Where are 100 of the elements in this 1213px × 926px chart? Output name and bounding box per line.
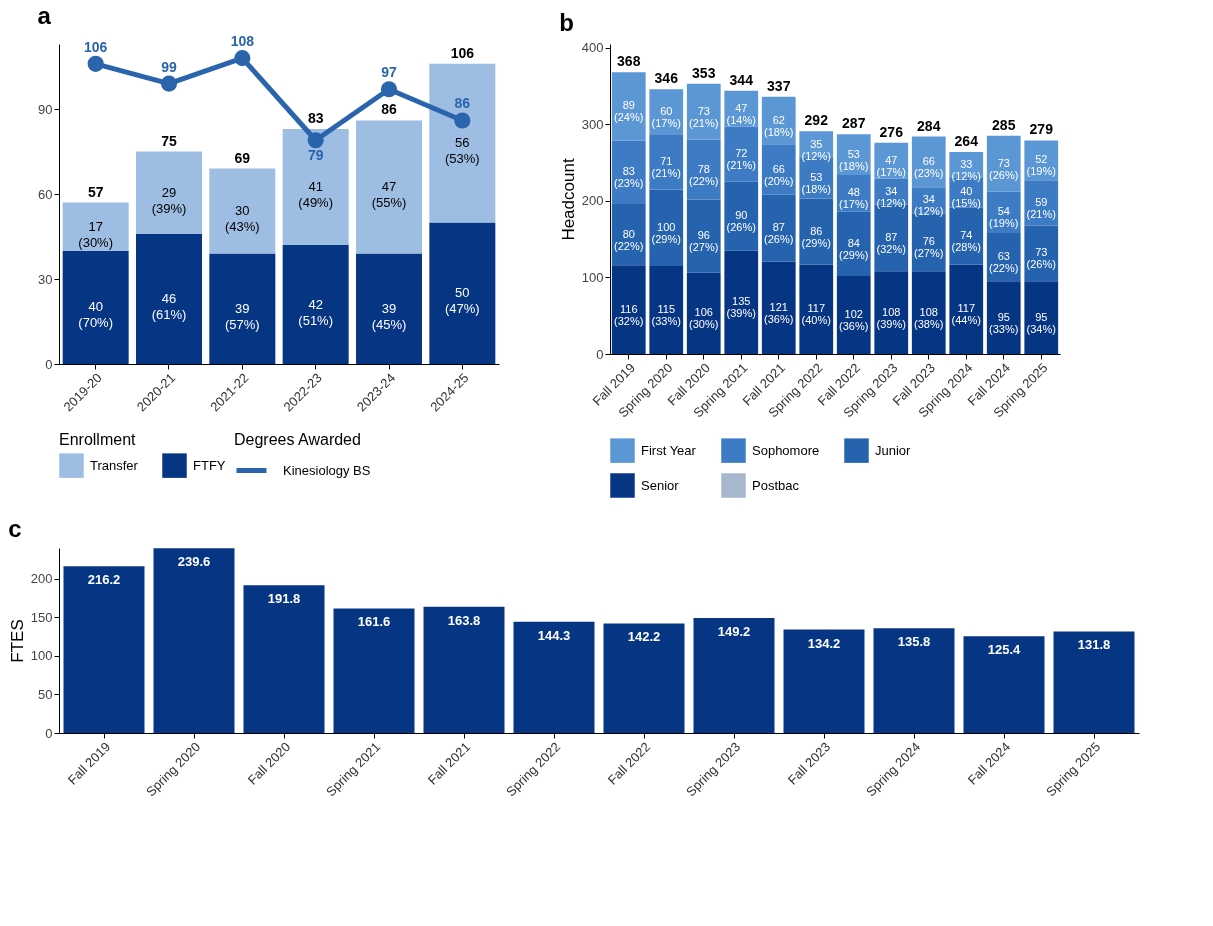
y-tick-label: 0 (596, 346, 604, 362)
data-label: 89 (24%) (614, 99, 644, 124)
bar (611, 265, 646, 354)
data-label: 96 (27%) (689, 229, 719, 254)
chart-title: a (37, 2, 52, 30)
bar (836, 275, 871, 354)
point (454, 112, 471, 129)
chart-title: c (8, 515, 22, 542)
data-label: 34 (12%) (876, 184, 906, 209)
data-label: 106 (83, 38, 108, 55)
data-label: 73 (26%) (989, 156, 1019, 181)
legend-label: First Year (641, 442, 697, 458)
data-label: 80 (22%) (614, 227, 644, 252)
bar (356, 253, 422, 364)
bar (963, 636, 1045, 733)
total-label: 292 (804, 112, 829, 129)
bar (693, 617, 775, 733)
total-label: 337 (767, 77, 791, 94)
data-label: 135 (39%) (726, 295, 756, 320)
bar (724, 250, 759, 354)
data-label: 72 (21%) (726, 147, 756, 172)
data-label: 135.8 (897, 634, 931, 650)
data-label: 87 (26%) (764, 221, 794, 246)
bar (986, 281, 1021, 354)
bar (799, 264, 834, 354)
bar (209, 168, 276, 254)
data-label: 47 (55%) (371, 179, 407, 211)
bar (429, 63, 496, 223)
bar (873, 628, 955, 733)
data-label: 35 (12%) (801, 137, 831, 162)
data-label: 33 (12%) (951, 157, 981, 182)
bar (513, 621, 595, 733)
data-label: 87 (32%) (876, 231, 906, 256)
bar (1053, 631, 1135, 733)
data-label: 29 (39%) (151, 184, 187, 216)
data-label: 142.2 (627, 629, 661, 645)
text: Enrollment (59, 431, 136, 448)
y-tick-label: 50 (38, 686, 53, 702)
data-label: 40 (70%) (78, 299, 114, 331)
point (234, 50, 251, 67)
data-label: 117 (40%) (801, 302, 831, 327)
point (380, 81, 398, 98)
bar (209, 253, 276, 364)
total-label: 284 (917, 117, 941, 134)
y-tick-label: 90 (38, 101, 53, 117)
data-label: 83 (23%) (614, 165, 644, 190)
data-label: 66 (20%) (764, 162, 794, 187)
text: Degrees Awarded (234, 431, 361, 448)
data-label: 17 (30%) (78, 218, 114, 250)
bar (282, 128, 349, 246)
bar (761, 194, 796, 262)
bar (62, 202, 129, 251)
data-label: 125.4 (987, 642, 1022, 658)
data-label: 106 (30%) (689, 306, 719, 331)
bar (686, 199, 721, 273)
bar (136, 233, 202, 364)
bar (243, 585, 325, 733)
data-label: 39 (57%) (224, 300, 260, 332)
total-label: 344 (729, 71, 754, 88)
data-label: 239.6 (177, 554, 211, 570)
data-label: 79 (307, 147, 324, 164)
total-label: 353 (692, 64, 716, 81)
bar (949, 264, 984, 354)
bar (911, 271, 946, 354)
data-label: 191.8 (267, 591, 301, 607)
data-label: 62 (18%) (764, 113, 794, 138)
bar (282, 245, 349, 364)
bar (724, 181, 759, 251)
total-label: 264 (954, 132, 979, 149)
legend-label: Transfer (90, 457, 139, 473)
bar (686, 83, 721, 140)
data-label: 84 (29%) (839, 236, 869, 261)
legend-label: FTFY (193, 457, 226, 473)
total-label: 287 (842, 115, 866, 132)
bar (611, 140, 646, 204)
chart-title: b (559, 8, 574, 36)
bar (63, 566, 145, 733)
data-label: 73 (26%) (1026, 246, 1056, 271)
y-tick-label: 60 (38, 186, 53, 202)
data-label: 134.2 (807, 635, 841, 651)
bar (423, 606, 505, 733)
data-label: 117 (44%) (951, 302, 981, 327)
data-label: 34 (12%) (914, 193, 944, 218)
data-label: 86 (29%) (801, 224, 831, 249)
bar (603, 623, 685, 733)
total-label: 86 (381, 101, 397, 118)
y-tick-label: 0 (45, 725, 53, 741)
legend-label: Sophomore (752, 442, 820, 458)
data-label: 48 (17%) (839, 186, 869, 211)
data-label: 78 (22%) (689, 162, 719, 187)
total-label: 106 (450, 44, 475, 61)
total-label: 276 (879, 123, 904, 140)
y-tick-label: 400 (581, 40, 604, 56)
data-label: 56 (53%) (444, 135, 480, 167)
data-label: 161.6 (357, 614, 391, 630)
total-label: 285 (992, 116, 1016, 133)
data-label: 42 (51%) (298, 296, 334, 328)
data-label: 97 (381, 64, 397, 81)
legend-label: Kinesiology BS (283, 462, 371, 478)
y-tick-label: 100 (30, 648, 53, 664)
